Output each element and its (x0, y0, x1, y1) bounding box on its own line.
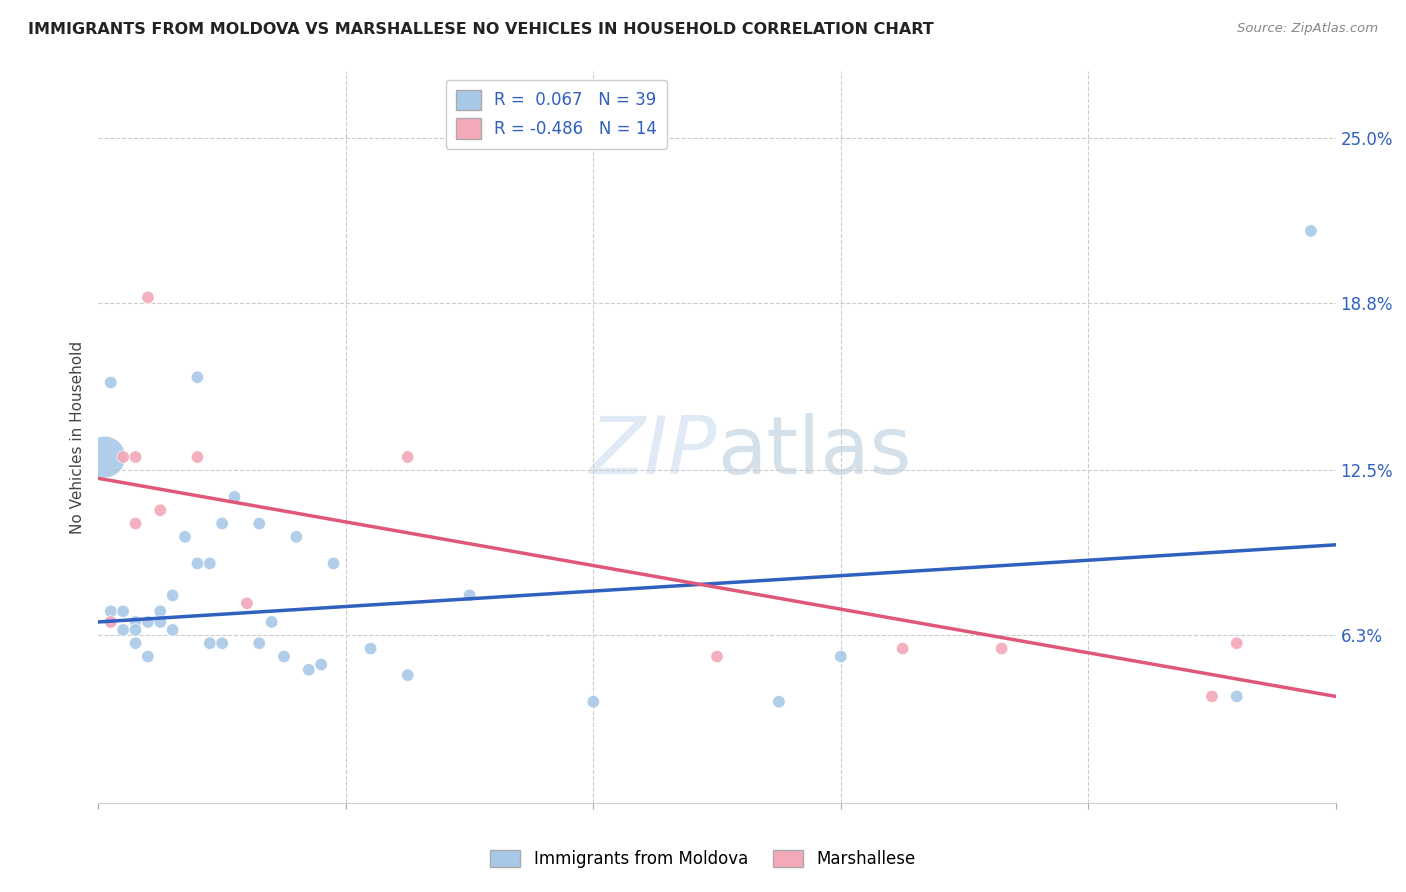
Point (1299, 224, 1322, 238)
Point (224, 490, 246, 504)
Point (198, 636, 221, 650)
Point (891, 641, 914, 656)
Text: ZIP: ZIP (589, 413, 717, 491)
Point (396, 450, 419, 464)
Point (93, 450, 115, 464)
Point (1226, 690, 1249, 704)
Point (162, 623, 184, 637)
Legend: Immigrants from Moldova, Marshallese: Immigrants from Moldova, Marshallese (484, 843, 922, 875)
Point (360, 641, 382, 656)
Point (1226, 636, 1249, 650)
Y-axis label: No Vehicles in Household: No Vehicles in Household (70, 341, 86, 533)
Point (124, 516, 146, 531)
Point (260, 615, 283, 629)
Point (768, 695, 790, 709)
Point (100, 604, 122, 618)
Point (236, 596, 259, 610)
Point (706, 649, 728, 664)
Point (582, 695, 605, 709)
Point (309, 657, 332, 672)
Point (112, 623, 135, 637)
Point (162, 588, 184, 602)
Point (198, 557, 221, 571)
Point (247, 516, 270, 531)
Point (136, 649, 159, 664)
Point (124, 636, 146, 650)
Point (186, 450, 208, 464)
Point (136, 615, 159, 629)
Point (298, 663, 321, 677)
Point (247, 636, 270, 650)
Point (186, 370, 208, 384)
Point (458, 588, 481, 602)
Point (174, 530, 197, 544)
Text: atlas: atlas (717, 413, 911, 491)
Point (285, 530, 308, 544)
Point (112, 450, 135, 464)
Text: Source: ZipAtlas.com: Source: ZipAtlas.com (1237, 22, 1378, 36)
Point (112, 604, 135, 618)
Text: IMMIGRANTS FROM MOLDOVA VS MARSHALLESE NO VEHICLES IN HOUSEHOLD CORRELATION CHAR: IMMIGRANTS FROM MOLDOVA VS MARSHALLESE N… (28, 22, 934, 37)
Point (149, 615, 172, 629)
Point (211, 636, 233, 650)
Point (100, 376, 122, 390)
Point (1201, 690, 1223, 704)
Point (322, 557, 344, 571)
Point (990, 641, 1012, 656)
Point (211, 516, 233, 531)
Point (186, 557, 208, 571)
Point (124, 615, 146, 629)
Point (124, 450, 146, 464)
Point (149, 503, 172, 517)
Point (100, 615, 122, 629)
Point (149, 604, 172, 618)
Legend: R =  0.067   N = 39, R = -0.486   N = 14: R = 0.067 N = 39, R = -0.486 N = 14 (446, 79, 666, 149)
Point (124, 623, 146, 637)
Point (396, 668, 419, 682)
Point (273, 649, 295, 664)
Point (100, 615, 122, 629)
Point (830, 649, 852, 664)
Point (136, 290, 159, 304)
